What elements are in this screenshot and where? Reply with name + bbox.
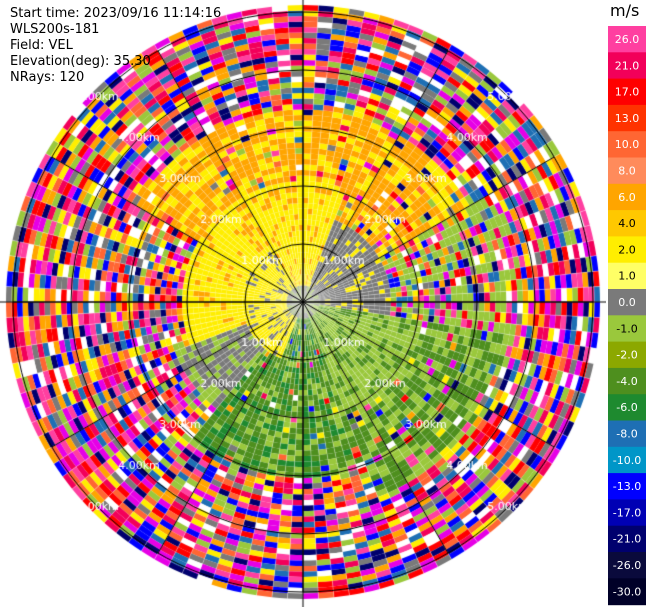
elevation-label: Elevation(deg): 35.30 [10,54,151,69]
instrument-label: WLS200s-181 [10,22,100,37]
colorbar-tick-label: -6.0 [616,401,637,414]
colorbar-tick-label: 4.0 [618,217,636,230]
colorbar-tick-label: -2.0 [616,349,637,362]
colorbar-tick-label: -4.0 [616,375,637,388]
nrays-label: NRays: 120 [10,70,85,85]
ppi-velocity-plot [0,0,606,607]
colorbar-tick-label: -13.0 [613,480,641,493]
colorbar-segment [608,236,646,264]
colorbar-segment [608,183,646,211]
colorbar-tick-label: 17.0 [615,86,640,99]
colorbar-tick-label: -8.0 [616,428,637,441]
colorbar-segment [608,52,646,80]
colorbar-segment [608,157,646,185]
colorbar-segment [608,473,646,500]
colorbar-segment [608,499,646,527]
colorbar-segment [608,315,646,343]
colorbar-segment [608,446,646,474]
colorbar-tick-label: 1.0 [618,270,636,283]
colorbar-segment [608,367,646,395]
colorbar-segment [608,210,646,237]
colorbar-segment [608,394,646,422]
colorbar-segment [608,341,646,369]
colorbar-tick-label: -30.0 [613,585,641,598]
colorbar-segment [608,578,646,606]
colorbar-tick-label: 6.0 [618,191,636,204]
colorbar-segment [608,420,646,448]
colorbar-tick-label: -1.0 [616,322,637,335]
field-label: Field: VEL [10,38,73,53]
colorbar-units: m/s [610,1,640,20]
colorbar-tick-label: 26.0 [615,33,640,46]
colorbar-tick-label: -26.0 [613,559,641,572]
colorbar-segment [608,26,646,53]
colorbar-segment [608,104,646,132]
colorbar-segment [608,78,646,106]
colorbar-tick-label: -21.0 [613,533,641,546]
colorbar-segment [608,552,646,579]
colorbar-tick-label: 13.0 [615,112,640,125]
colorbar-segment [608,131,646,159]
colorbar-tick-label: -17.0 [613,506,641,519]
colorbar-tick-label: 2.0 [618,243,636,256]
start-time-label: Start time: 2023/09/16 11:14:16 [10,6,222,21]
colorbar-tick-label: 0.0 [618,296,636,309]
colorbar-tick-label: 8.0 [618,165,636,178]
colorbar-segment [608,262,646,290]
colorbar-segment [608,525,646,553]
colorbar: 26.0 21.0 17.0 13.0 10.0 8.0 6.0 4.0 2.0 1.0 0.0 -1… [608,26,646,606]
colorbar-tick-label: -10.0 [613,454,641,467]
colorbar-tick-label: 21.0 [615,59,640,72]
plot-info: Start time: 2023/09/16 11:14:16 WLS200s-… [10,6,221,86]
colorbar-segment [608,289,646,316]
colorbar-tick-label: 10.0 [615,138,640,151]
